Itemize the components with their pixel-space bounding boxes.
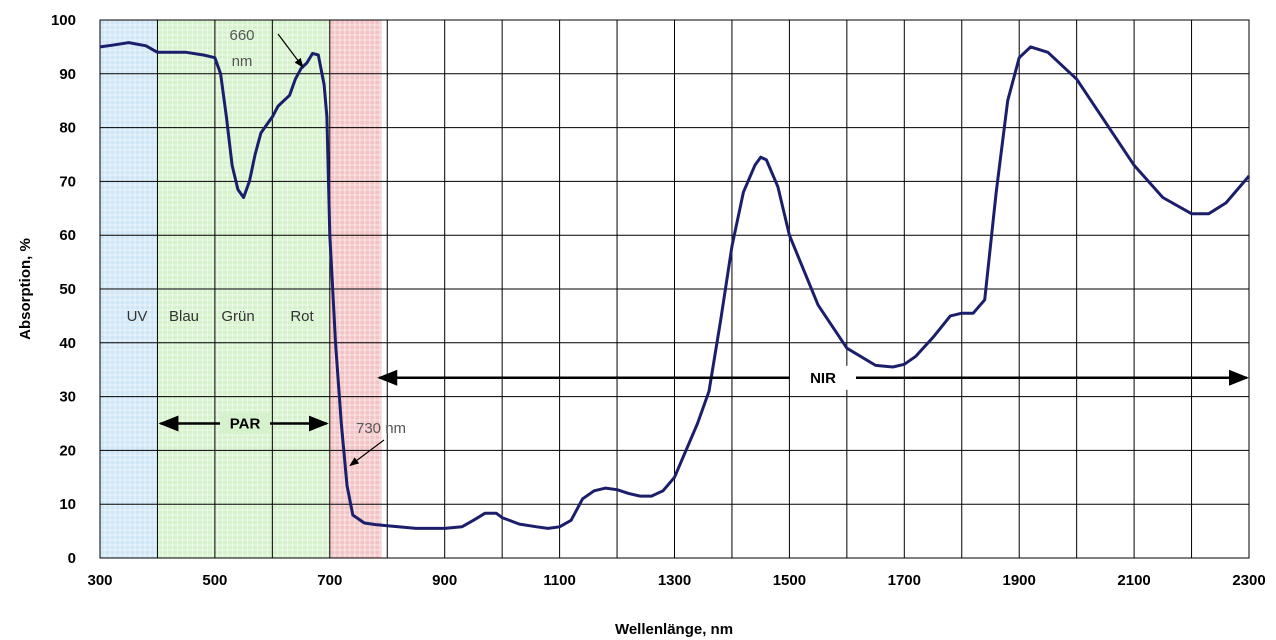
y-tick-label: 10 xyxy=(59,496,76,513)
annotation-660-arrow xyxy=(277,33,304,68)
x-axis-title: Wellenlänge, nm xyxy=(615,621,733,638)
nir-label-bg xyxy=(790,365,856,390)
par-label-bg xyxy=(220,412,270,435)
y-tick-label: 100 xyxy=(51,12,76,29)
y-tick-label: 80 xyxy=(59,120,76,137)
major-grid xyxy=(99,19,1250,559)
x-tick-label: 1100 xyxy=(543,572,576,589)
x-tick-label: 1300 xyxy=(658,572,691,589)
x-tick-label: 700 xyxy=(317,572,342,589)
series-layer xyxy=(99,41,1251,530)
annotation-730-text: 730 nm xyxy=(356,420,406,437)
y-tick-label: 30 xyxy=(59,389,76,406)
annotations: UV Blau Grün Rot PAR NIR 660 nm 730 nm xyxy=(127,27,1249,467)
nir-label: NIR xyxy=(810,370,836,387)
annotation-660-text: 660 xyxy=(229,27,254,44)
x-tick-label: 300 xyxy=(87,572,112,589)
annotation-660-unit: nm xyxy=(232,53,253,70)
tick-labels: 300 500 700 900 1100 1300 1500 1700 1900 2100 2300… xyxy=(51,12,1266,589)
region-text: Rot xyxy=(290,308,314,325)
y-tick-label: 0 xyxy=(68,550,76,567)
y-tick-label: 40 xyxy=(59,335,76,352)
region-text: UV xyxy=(127,308,148,325)
par-label: PAR xyxy=(230,416,261,433)
y-tick-label: 90 xyxy=(59,66,76,83)
region-text: Grün xyxy=(221,308,254,325)
x-tick-label: 1500 xyxy=(773,572,806,589)
y-tick-label: 50 xyxy=(59,281,76,298)
x-tick-label: 1700 xyxy=(888,572,921,589)
x-tick-label: 2300 xyxy=(1232,572,1265,589)
x-tick-label: 500 xyxy=(202,572,227,589)
plot-frame xyxy=(99,19,1250,559)
region-text: Blau xyxy=(169,308,199,325)
y-tick-label: 20 xyxy=(59,442,76,459)
y-tick-label: 70 xyxy=(59,173,76,190)
x-tick-label: 900 xyxy=(432,572,457,589)
y-axis-title: Absorption, % xyxy=(17,238,34,340)
x-tick-label: 2100 xyxy=(1117,572,1150,589)
x-tick-label: 1900 xyxy=(1003,572,1036,589)
series-line xyxy=(99,41,1251,530)
y-tick-label: 60 xyxy=(59,227,76,244)
annotation-730-arrow xyxy=(349,439,385,467)
